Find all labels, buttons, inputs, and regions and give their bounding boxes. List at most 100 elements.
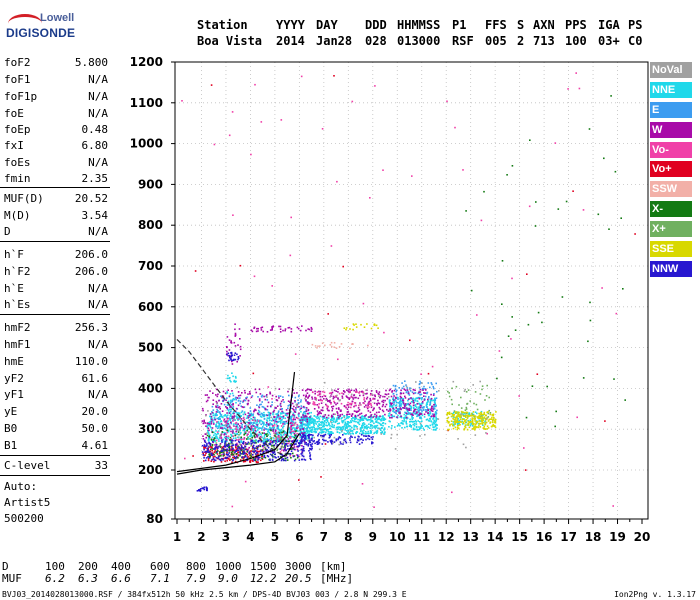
y-tick-label: 80	[146, 512, 163, 526]
echo-point	[409, 418, 411, 421]
echo-point	[287, 416, 289, 419]
echo-point	[267, 428, 269, 431]
echo-point	[384, 422, 387, 425]
echo-point	[313, 440, 315, 442]
echo-point	[232, 458, 234, 461]
echo-point	[414, 404, 417, 406]
echo-point	[378, 391, 381, 393]
echo-point	[307, 421, 309, 424]
echo-point	[208, 451, 210, 454]
echo-point	[292, 424, 295, 427]
echo-point	[535, 201, 537, 203]
echo-point	[398, 387, 400, 389]
echo-point	[253, 327, 255, 329]
echo-point	[217, 411, 219, 413]
echo-point	[270, 429, 272, 432]
echo-point	[329, 432, 331, 435]
echo-point	[330, 401, 332, 404]
echo-point	[218, 399, 220, 402]
echo-point	[462, 411, 465, 413]
echo-point	[368, 423, 370, 425]
echo-point	[449, 424, 451, 427]
echo-point	[306, 401, 309, 403]
echo-point	[374, 413, 376, 416]
echo-point	[321, 422, 323, 424]
echo-point	[218, 423, 221, 425]
echo-point	[575, 72, 577, 74]
echo-point	[234, 345, 237, 347]
echo-point	[241, 392, 243, 394]
echo-point	[203, 486, 206, 489]
echo-point	[307, 437, 309, 440]
echo-point	[314, 403, 316, 406]
echo-point	[351, 432, 354, 434]
echo-point	[252, 441, 254, 444]
echo-point	[301, 420, 304, 423]
param-value: 2.35	[81, 172, 109, 185]
echo-point	[259, 439, 261, 441]
echo-point	[398, 411, 401, 414]
echo-point	[447, 422, 450, 424]
echo-point	[218, 444, 221, 447]
echo-point	[336, 418, 338, 421]
echo-point	[477, 416, 480, 418]
echo-point	[203, 488, 206, 491]
echo-point	[230, 439, 233, 442]
echo-point	[454, 423, 456, 426]
echo-point	[331, 406, 333, 408]
echo-point	[479, 393, 482, 395]
echo-point	[212, 448, 214, 450]
echo-point	[234, 434, 236, 437]
echo-point	[392, 409, 395, 411]
echo-point	[359, 418, 362, 421]
echo-point	[240, 437, 242, 440]
hdr-label-s: S	[517, 18, 525, 32]
echo-point	[279, 436, 282, 438]
echo-point	[212, 414, 215, 417]
echo-point	[413, 408, 416, 411]
echo-point	[349, 390, 351, 392]
echo-point	[254, 83, 256, 86]
echo-point	[249, 459, 252, 462]
echo-point	[261, 427, 263, 429]
echo-point	[225, 399, 227, 401]
software-version: Ion2Png v. 1.3.17	[614, 590, 696, 599]
echo-point	[531, 385, 534, 387]
echo-point	[421, 382, 423, 384]
echo-point	[237, 429, 239, 431]
echo-point	[418, 411, 420, 413]
echo-point	[341, 413, 344, 416]
echo-point	[301, 458, 304, 461]
echo-point	[310, 434, 313, 436]
echo-point	[345, 425, 348, 427]
echo-point	[368, 402, 371, 404]
echo-point	[364, 431, 367, 433]
echo-point	[232, 420, 234, 422]
param-name: yE	[4, 405, 18, 418]
echo-point	[283, 432, 286, 435]
echo-point	[451, 387, 453, 390]
echo-point	[393, 389, 396, 392]
echo-point	[251, 419, 254, 421]
echo-point	[436, 390, 438, 393]
echo-point	[324, 428, 326, 430]
echo-point	[276, 399, 279, 402]
echo-point	[303, 437, 306, 439]
echo-point	[301, 451, 303, 453]
echo-point	[217, 406, 220, 409]
echo-point	[303, 406, 306, 409]
echo-point	[331, 424, 334, 426]
echo-point	[226, 346, 228, 348]
echo-point	[471, 420, 473, 423]
echo-point	[247, 433, 249, 435]
y-tick-label: 500	[138, 341, 163, 355]
echo-point	[384, 395, 386, 398]
echo-point	[246, 396, 248, 399]
echo-point	[249, 423, 252, 425]
chart-grid	[175, 62, 648, 519]
echo-point	[372, 398, 374, 400]
x-tick-label: 15	[511, 530, 528, 544]
echo-point	[222, 459, 224, 461]
echo-point	[372, 442, 374, 444]
echo-point	[204, 440, 206, 443]
